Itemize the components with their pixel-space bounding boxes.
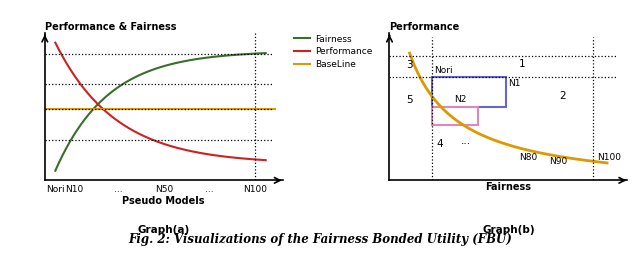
Text: 1: 1 (519, 59, 525, 69)
Legend: Fairness, Performance, BaseLine: Fairness, Performance, BaseLine (294, 35, 372, 69)
X-axis label: Pseudo Models: Pseudo Models (122, 196, 205, 205)
Text: Nori: Nori (434, 66, 452, 74)
Text: Performance: Performance (390, 22, 460, 32)
Text: Fig. 2: Visualizations of the Fairness Bonded Utility (FBU): Fig. 2: Visualizations of the Fairness B… (128, 233, 512, 246)
Bar (432, 77, 506, 107)
Text: N100: N100 (597, 153, 621, 162)
Text: N80: N80 (520, 153, 538, 162)
Text: 3: 3 (406, 60, 413, 70)
Text: 2: 2 (559, 91, 566, 101)
Text: Graph(a): Graph(a) (138, 225, 190, 234)
Text: 5: 5 (406, 95, 413, 105)
Text: N90: N90 (550, 157, 568, 166)
Text: ...: ... (461, 136, 471, 146)
Text: N2: N2 (454, 95, 467, 104)
Text: Performance & Fairness: Performance & Fairness (45, 22, 176, 32)
Text: Graph(b): Graph(b) (482, 225, 534, 234)
X-axis label: Fairness: Fairness (485, 182, 531, 192)
Bar (432, 107, 478, 125)
Text: N1: N1 (508, 78, 521, 88)
Text: 4: 4 (436, 139, 443, 149)
